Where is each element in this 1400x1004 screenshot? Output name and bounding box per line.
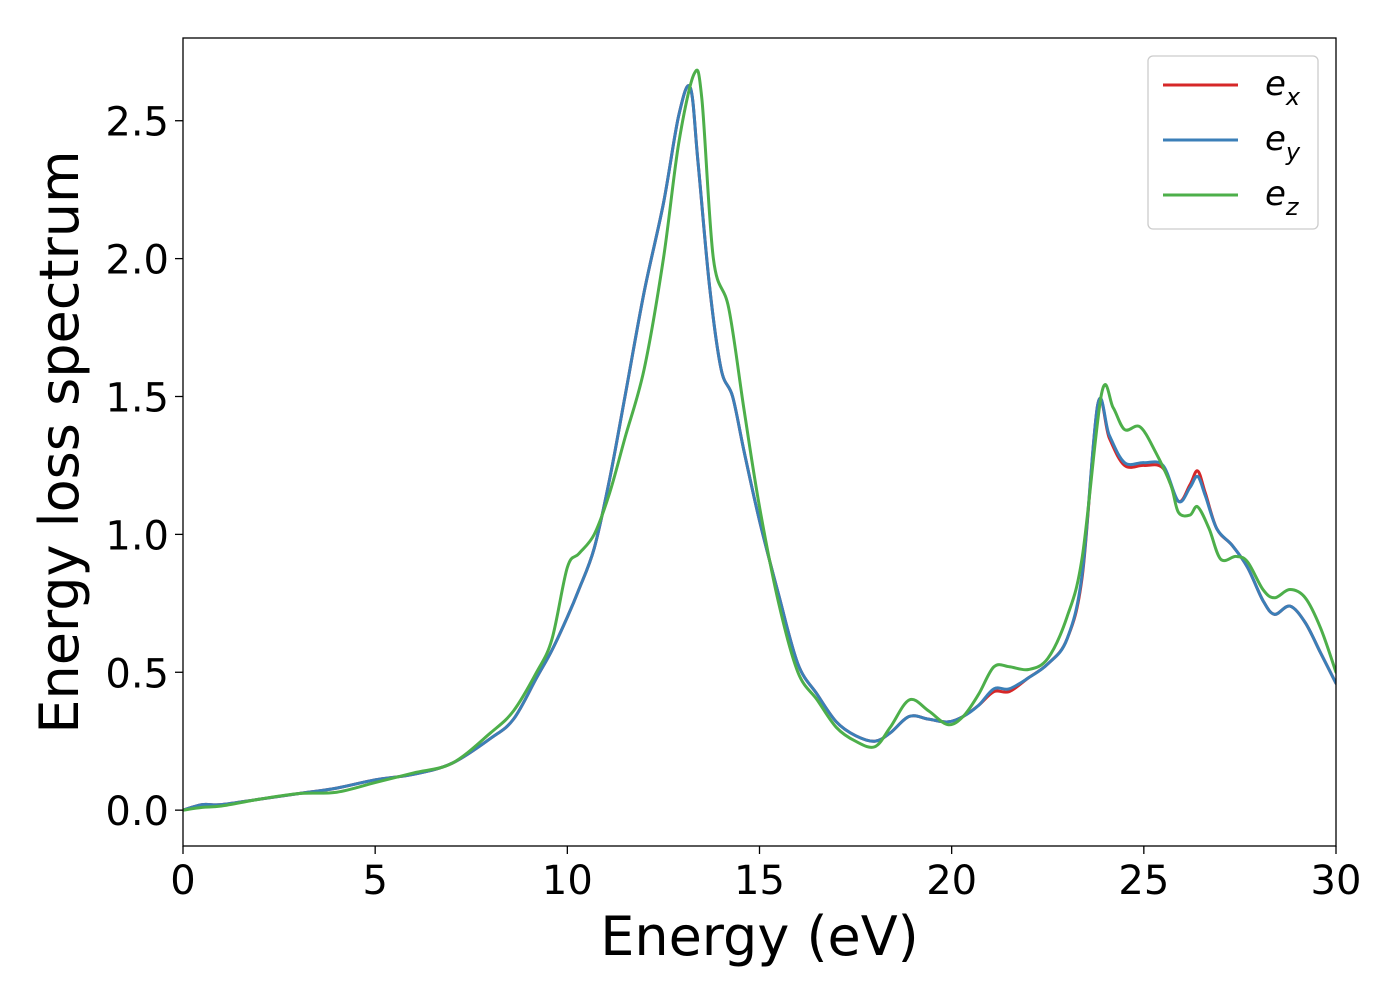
x-tick-label: 20: [926, 858, 977, 904]
legend-label-y: ey: [1265, 119, 1301, 166]
y-tick-label: 2.5: [105, 100, 169, 146]
y-tick-label: 0.5: [105, 651, 169, 697]
legend-label-x: ex: [1265, 64, 1301, 111]
x-tick-label: 0: [170, 858, 195, 904]
x-tick-label: 10: [542, 858, 593, 904]
y-tick-label: 0.0: [105, 789, 169, 835]
x-tick-label: 25: [1118, 858, 1169, 904]
x-tick-label: 5: [362, 858, 387, 904]
y-axis-ticks: 0.0 0.5 1.0 1.5 2.0 2.5: [105, 100, 183, 835]
x-axis-label: Energy (eV): [600, 905, 919, 968]
series-line-ez: [183, 68, 1336, 812]
x-axis-ticks: 0 5 10 15 20 25 30: [170, 846, 1361, 904]
y-tick-label: 1.5: [105, 375, 169, 421]
series-line-ey: [183, 84, 1336, 812]
legend-box: [1147, 55, 1319, 230]
legend: ex ey ez: [1147, 55, 1319, 230]
legend-label-z: ez: [1265, 174, 1300, 221]
plot-lines: [183, 68, 1336, 812]
y-axis-label: Energy loss spectrum: [28, 150, 91, 733]
y-tick-label: 1.0: [105, 513, 169, 559]
x-tick-label: 15: [734, 858, 785, 904]
x-tick-label: 30: [1311, 858, 1362, 904]
y-tick-label: 2.0: [105, 238, 169, 284]
